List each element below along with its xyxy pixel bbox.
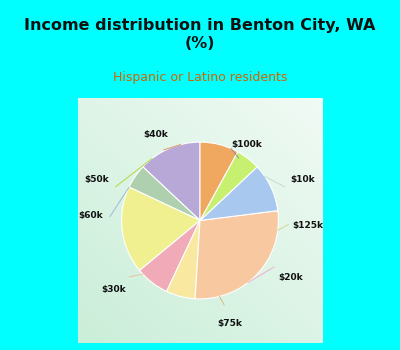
Text: Income distribution in Benton City, WA
(%): Income distribution in Benton City, WA (… (24, 18, 376, 51)
Wedge shape (167, 220, 200, 299)
Wedge shape (122, 187, 200, 271)
Wedge shape (195, 211, 278, 299)
Wedge shape (143, 142, 200, 220)
Text: $75k: $75k (217, 319, 242, 328)
Text: Hispanic or Latino residents: Hispanic or Latino residents (113, 71, 287, 84)
Text: $10k: $10k (290, 175, 315, 184)
Text: $20k: $20k (278, 273, 302, 282)
Text: $40k: $40k (144, 130, 168, 139)
Wedge shape (200, 152, 257, 220)
Wedge shape (140, 220, 200, 292)
Text: $100k: $100k (232, 140, 262, 148)
Text: $60k: $60k (78, 211, 102, 220)
Wedge shape (129, 167, 200, 220)
Wedge shape (200, 142, 238, 220)
Text: $30k: $30k (102, 285, 126, 294)
Text: $125k: $125k (292, 221, 323, 230)
Text: $50k: $50k (85, 175, 110, 184)
Wedge shape (200, 167, 278, 220)
